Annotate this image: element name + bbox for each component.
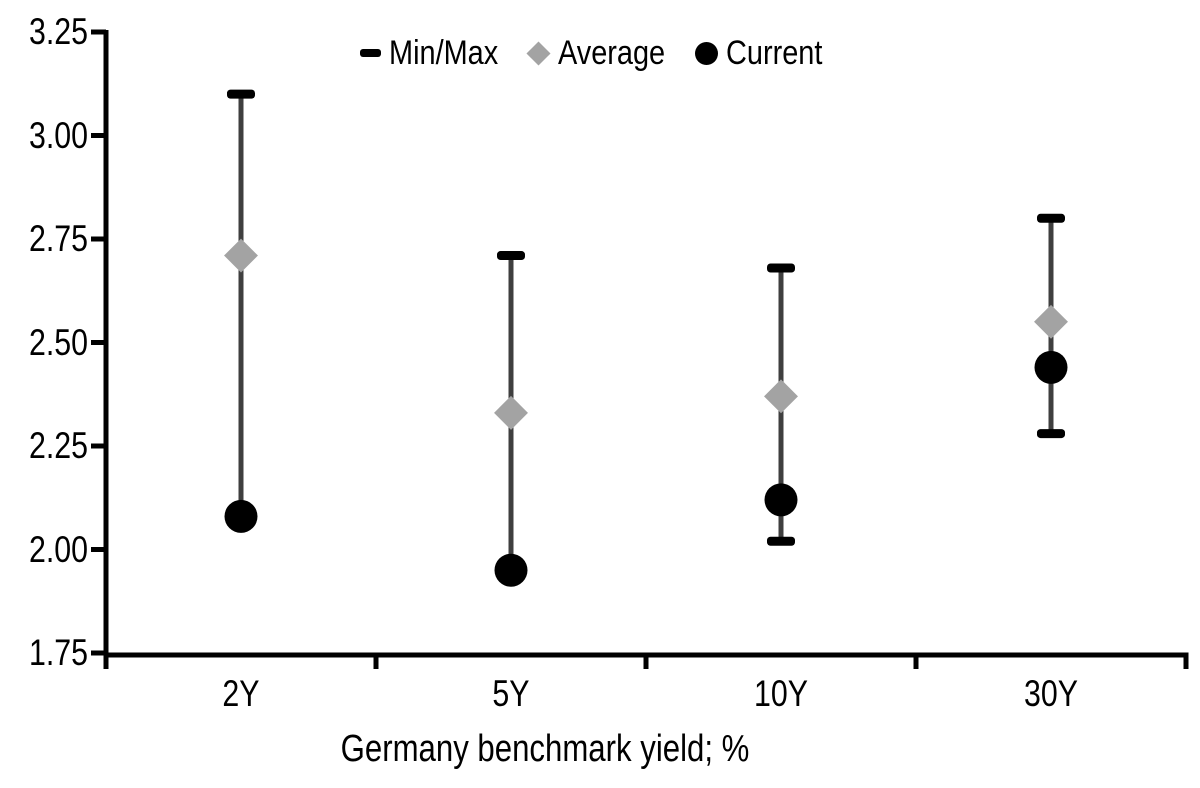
legend-item-current: Current [694, 33, 839, 73]
min-cap [767, 536, 795, 546]
x-category-label: 5Y [492, 673, 530, 714]
current-marker [764, 483, 798, 517]
y-tick-label: 1.75 [28, 632, 88, 673]
minmax-dash-icon [360, 49, 381, 57]
legend-item-minmax: Min/Max [360, 34, 517, 73]
average-marker [224, 238, 258, 273]
average-diamond-icon [526, 40, 551, 66]
y-tick-label: 2.50 [28, 321, 88, 363]
max-cap [227, 89, 255, 99]
x-category-label: 2Y [222, 673, 260, 714]
min-cap [1037, 429, 1065, 439]
current-circle-icon [694, 41, 718, 65]
legend-label-average: Average [558, 33, 666, 72]
y-tick-label: 3.25 [28, 11, 88, 52]
legend: Min/Max Average Current [360, 33, 839, 73]
x-axis-title: Germany benchmark yield; % [340, 728, 750, 770]
legend-label-current: Current [725, 33, 822, 72]
legend-item-average: Average [526, 33, 684, 73]
max-cap [1037, 213, 1065, 223]
legend-label-minmax: Min/Max [389, 33, 499, 72]
average-marker [764, 379, 798, 414]
y-tick-label: 2.25 [28, 425, 88, 466]
x-category-label: 10Y [754, 673, 808, 714]
current-marker [224, 499, 258, 533]
average-marker [494, 395, 528, 430]
y-tick-label: 2.75 [28, 218, 88, 259]
current-marker [1034, 350, 1068, 384]
x-category-label: 30Y [1024, 673, 1078, 714]
max-cap [767, 263, 795, 273]
current-marker [494, 553, 528, 587]
y-tick-label: 2.00 [28, 528, 88, 570]
average-marker [1034, 304, 1068, 339]
y-tick-label: 3.00 [28, 114, 88, 156]
max-cap [497, 251, 525, 261]
